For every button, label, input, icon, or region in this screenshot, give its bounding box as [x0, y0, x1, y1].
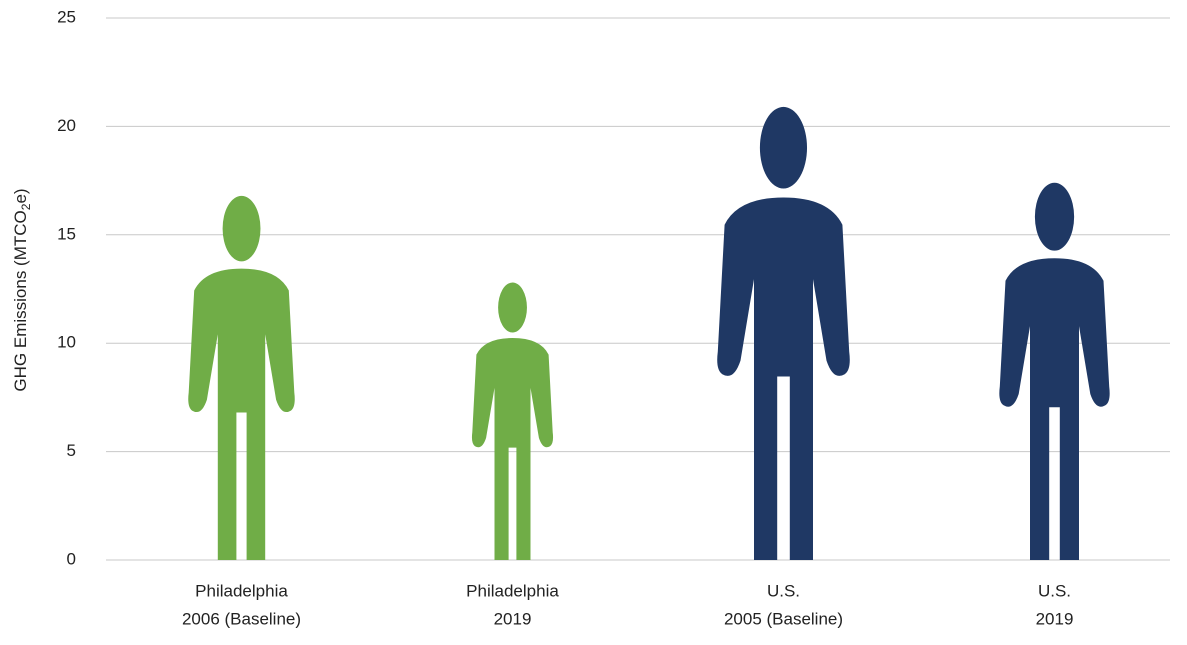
- person-figure: [471, 282, 554, 560]
- x-tick-label: 2019: [1036, 609, 1074, 628]
- y-tick-label: 20: [57, 116, 76, 135]
- y-tick-label: 0: [67, 549, 76, 568]
- x-tick-label: 2006 (Baseline): [182, 609, 301, 628]
- y-tick-label: 15: [57, 224, 76, 243]
- person-figure: [999, 182, 1110, 560]
- y-axis-label: GHG Emissions (MTCO2e): [11, 188, 33, 391]
- x-tick-label: 2019: [494, 609, 532, 628]
- y-tick-label: 5: [67, 441, 76, 460]
- x-tick-label: Philadelphia: [195, 581, 288, 600]
- y-tick-label: 10: [57, 333, 76, 352]
- x-tick-label: 2005 (Baseline): [724, 609, 843, 628]
- y-tick-label: 25: [57, 7, 76, 26]
- person-figure: [717, 106, 850, 560]
- person-figure: [188, 195, 295, 561]
- x-tick-label: U.S.: [1038, 581, 1071, 600]
- x-tick-label: Philadelphia: [466, 581, 559, 600]
- x-tick-label: U.S.: [767, 581, 800, 600]
